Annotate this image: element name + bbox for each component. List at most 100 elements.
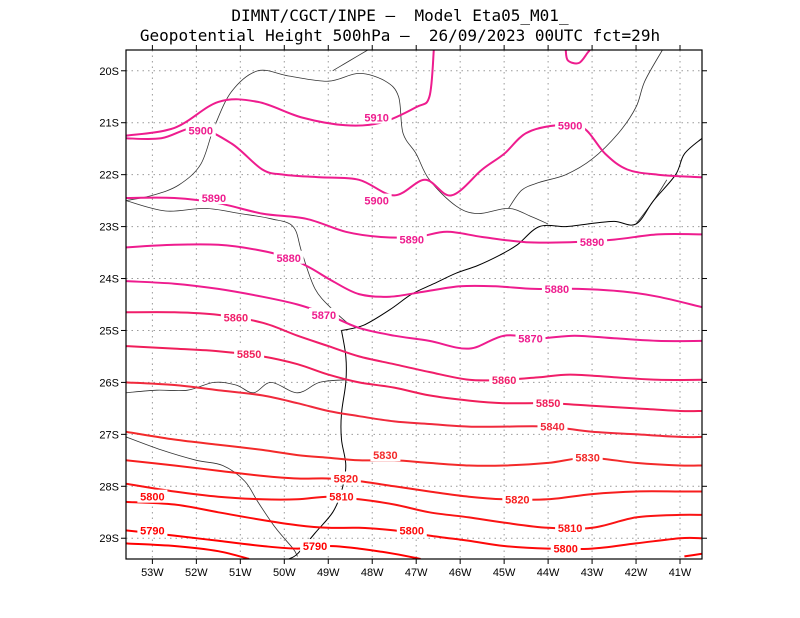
lat-tick-label: 27S	[99, 429, 119, 441]
contour-label-bg	[273, 250, 304, 264]
contour-label-5820: 5820	[334, 473, 358, 485]
state-border	[332, 50, 369, 72]
contour-label-bg	[515, 331, 546, 345]
contour-label-5810: 5810	[329, 492, 353, 504]
lon-tick-label: 48W	[361, 567, 384, 579]
lon-tick-label: 50W	[273, 567, 296, 579]
contour-label-bg	[555, 520, 586, 534]
lon-tick-label: 45W	[493, 567, 516, 579]
contour-label-bg	[502, 492, 533, 506]
contour-label-5800: 5800	[400, 525, 424, 537]
state-border	[126, 379, 346, 394]
contour-label-bg	[555, 118, 586, 132]
contour-label-bg	[541, 281, 572, 295]
contour-label-bg	[185, 123, 216, 137]
contour-label-5820: 5820	[505, 494, 529, 506]
axis-ticks: 53W 52W 51W 50W 49W 48W 47W 46W 45W 44W 43W 42W 41W 2…	[99, 45, 707, 579]
contour-label-bg	[137, 523, 168, 537]
lat-tick-label: 28S	[99, 481, 119, 493]
contour-5780	[684, 552, 702, 558]
lon-tick-label: 42W	[625, 567, 648, 579]
contour-label-5870: 5870	[312, 310, 336, 322]
contour-label-bg	[489, 372, 520, 386]
contour-label-5800: 5800	[553, 544, 577, 556]
lat-tick-label: 20S	[99, 66, 119, 78]
contour-label-bg	[326, 489, 357, 503]
contour-label-5860: 5860	[224, 312, 248, 324]
state-border	[635, 179, 668, 225]
contour-label-bg	[330, 471, 361, 485]
lat-tick-label: 23S	[99, 222, 119, 234]
contour-labels: 5910 5900 5900 5900 5890 5890 5890 5880 5880 5870…	[137, 110, 608, 556]
contour-5810	[126, 482, 702, 530]
contour-5910	[126, 50, 435, 137]
lat-tick-label: 26S	[99, 377, 119, 389]
lat-tick-label: 25S	[99, 325, 119, 337]
contour-5860	[126, 311, 702, 382]
lon-tick-label: 41W	[669, 567, 692, 579]
contour-5820	[126, 459, 702, 501]
contour-label-bg	[234, 346, 265, 360]
lat-tick-label: 24S	[99, 274, 119, 286]
contour-label-bg	[533, 396, 564, 410]
state-border	[126, 69, 549, 225]
contour-label-bg	[198, 191, 229, 205]
lon-tick-label: 51W	[229, 567, 252, 579]
contour-5780	[126, 542, 250, 559]
state-border	[508, 50, 663, 209]
contour-label-bg	[220, 310, 251, 324]
lat-tick-label: 22S	[99, 170, 119, 182]
contour-5790	[126, 529, 421, 559]
coastline	[341, 137, 702, 331]
contour-label-5900: 5900	[189, 126, 213, 138]
lat-tick-label: 29S	[99, 533, 119, 545]
lon-tick-label: 43W	[581, 567, 604, 579]
contour-label-5890: 5890	[580, 237, 604, 249]
chart-title-line-1: DIMNT/CGCT/INPE – Model Eta05_M01_	[231, 6, 569, 25]
contour-layer	[126, 50, 702, 559]
lon-tick-label: 46W	[449, 567, 472, 579]
contour-label-bg	[550, 541, 581, 555]
contour-label-bg	[396, 523, 427, 537]
state-border	[126, 436, 298, 557]
contour-5840	[126, 381, 702, 439]
contour-label-bg	[370, 448, 401, 462]
contour-label-5850: 5850	[237, 349, 261, 361]
contour-label-5900: 5900	[558, 120, 582, 132]
contour-label-5830: 5830	[575, 453, 599, 465]
contour-5870	[126, 280, 702, 350]
contour-label-5860: 5860	[492, 375, 516, 387]
contour-label-5890: 5890	[400, 235, 424, 247]
contour-label-bg	[577, 235, 608, 249]
contour-5880	[126, 243, 702, 309]
state-border	[126, 200, 351, 326]
chart-title-line-2: Geopotential Height 500hPa – 26/09/2023 …	[139, 26, 661, 45]
contour-label-5790: 5790	[303, 541, 327, 553]
contour-5850	[126, 345, 702, 413]
contour-label-5790: 5790	[140, 525, 164, 537]
lon-tick-label: 49W	[317, 567, 340, 579]
contour-label-5880: 5880	[545, 284, 569, 296]
lon-tick-label: 47W	[405, 567, 428, 579]
lat-tick-label: 21S	[99, 118, 119, 130]
contour-5900	[126, 123, 702, 197]
lon-tick-label: 44W	[537, 567, 560, 579]
contour-label-5880: 5880	[276, 253, 300, 265]
contour-label-5870: 5870	[518, 333, 542, 345]
contour-label-5810: 5810	[558, 523, 582, 535]
contour-label-bg	[361, 193, 392, 207]
lon-tick-label: 53W	[141, 567, 164, 579]
contour-label-bg	[572, 450, 603, 464]
contour-label-5840: 5840	[540, 422, 564, 434]
contour-label-5800: 5800	[140, 492, 164, 504]
contour-label-5830: 5830	[373, 450, 397, 462]
contour-5830	[126, 430, 702, 467]
contour-label-bg	[537, 419, 568, 433]
map-frame	[125, 49, 703, 560]
contour-label-bg	[361, 110, 392, 124]
contour-label-bg	[308, 307, 339, 321]
contour-label-5910: 5910	[364, 113, 388, 125]
contour-5890	[564, 50, 591, 65]
lon-tick-label: 52W	[185, 567, 208, 579]
